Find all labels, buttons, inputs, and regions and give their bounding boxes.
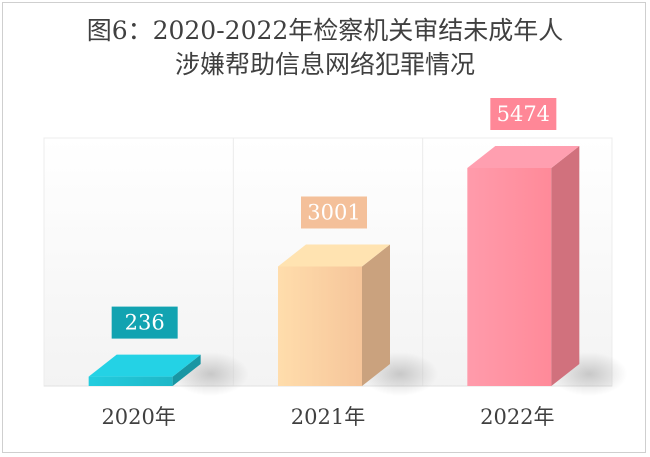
chart-title-line-2: 涉嫌帮助信息网络犯罪情况 <box>174 50 475 79</box>
x-tick-label: 2021年 <box>291 405 365 429</box>
bar-side-face <box>362 244 390 386</box>
x-tick-label: 2022年 <box>480 405 554 429</box>
bar-front-face <box>278 266 362 386</box>
chart-title: 图6：2020-2022年检察机关审结未成年人 涉嫌帮助信息网络犯罪情况 <box>0 14 650 82</box>
data-label-box <box>111 306 178 339</box>
bar-2022年 <box>467 146 628 396</box>
bar-2020年 <box>88 352 249 396</box>
data-labels-group: 236 3001 5474 <box>111 98 557 339</box>
data-label-2022年: 5474 <box>490 98 557 130</box>
bar-side-face <box>172 354 201 386</box>
chart-title-line-1: 图6：2020-2022年检察机关审结未成年人 <box>86 16 564 45</box>
bar-2021年 <box>278 244 438 396</box>
data-label-box <box>301 196 367 229</box>
x-tick-labels-group: 2020年 2021年 2022年 <box>101 405 554 429</box>
data-label-text: 5474 <box>497 102 550 126</box>
data-label-text: 236 <box>125 311 165 335</box>
data-label-2021年: 3001 <box>301 196 367 229</box>
bar-top-face <box>467 146 580 168</box>
data-label-2020年: 236 <box>111 306 178 339</box>
data-label-text: 3001 <box>307 200 360 224</box>
data-label-box <box>490 98 557 130</box>
x-tick-label: 2020年 <box>101 405 175 429</box>
bar-front-face <box>467 168 552 386</box>
bar-top-face <box>278 244 390 267</box>
bar-front-face <box>88 376 173 386</box>
bar-top-face <box>88 354 201 377</box>
bars-group <box>88 146 628 396</box>
bar-side-face <box>551 146 580 386</box>
